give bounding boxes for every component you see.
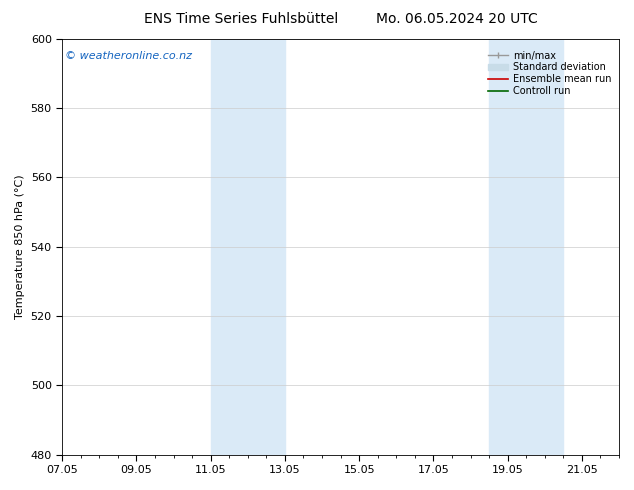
- Y-axis label: Temperature 850 hPa (°C): Temperature 850 hPa (°C): [15, 174, 25, 319]
- Text: © weatheronline.co.nz: © weatheronline.co.nz: [65, 51, 192, 61]
- Bar: [489, 39, 564, 455]
- Legend: min/max, Standard deviation, Ensemble mean run, Controll run: min/max, Standard deviation, Ensemble me…: [486, 48, 614, 99]
- Text: ENS Time Series Fuhlsbüttel: ENS Time Series Fuhlsbüttel: [144, 12, 338, 26]
- Bar: [210, 39, 285, 455]
- Text: Mo. 06.05.2024 20 UTC: Mo. 06.05.2024 20 UTC: [375, 12, 538, 26]
